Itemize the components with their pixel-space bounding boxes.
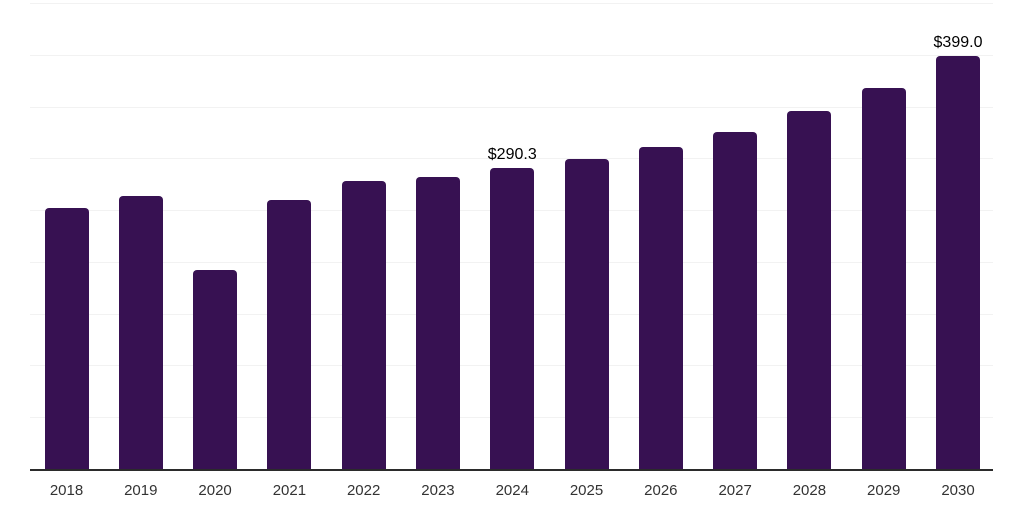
bar-2029	[861, 87, 906, 469]
gridline	[30, 158, 993, 159]
data-label-2024: $290.3	[487, 146, 537, 164]
bar-2025	[564, 159, 609, 469]
bar-2021	[267, 200, 312, 469]
bar-2024	[490, 168, 535, 469]
gridline	[30, 107, 993, 108]
bar-2028	[787, 111, 832, 469]
gridline	[30, 3, 993, 4]
x-axis-line	[30, 469, 993, 471]
x-tick-label-2030: 2030	[941, 482, 975, 499]
bar-2018	[44, 207, 89, 469]
x-tick-label-2019: 2019	[124, 482, 158, 499]
x-tick-label-2029: 2029	[867, 482, 901, 499]
bar-2026	[638, 147, 683, 469]
bar-2030	[936, 55, 980, 469]
x-tick-label-2025: 2025	[569, 482, 604, 499]
x-tick-label-2021: 2021	[272, 482, 307, 499]
x-tick-label-2022: 2022	[346, 482, 381, 499]
x-tick-label-2027: 2027	[718, 482, 752, 499]
bar-2027	[713, 132, 758, 469]
bar-2020	[193, 269, 238, 469]
data-label-2030: $399.0	[933, 33, 983, 51]
gridline	[30, 55, 993, 56]
x-tick-label-2028: 2028	[792, 482, 827, 499]
x-tick-label-2026: 2026	[644, 482, 678, 499]
x-tick-label-2018: 2018	[49, 482, 84, 499]
x-tick-label-2023: 2023	[421, 482, 455, 499]
x-tick-label-2020: 2020	[198, 482, 232, 499]
bar-2019	[118, 195, 163, 469]
x-tick-label-2024: 2024	[495, 482, 529, 499]
bar-2022	[341, 180, 386, 469]
bar-2023	[415, 176, 460, 469]
